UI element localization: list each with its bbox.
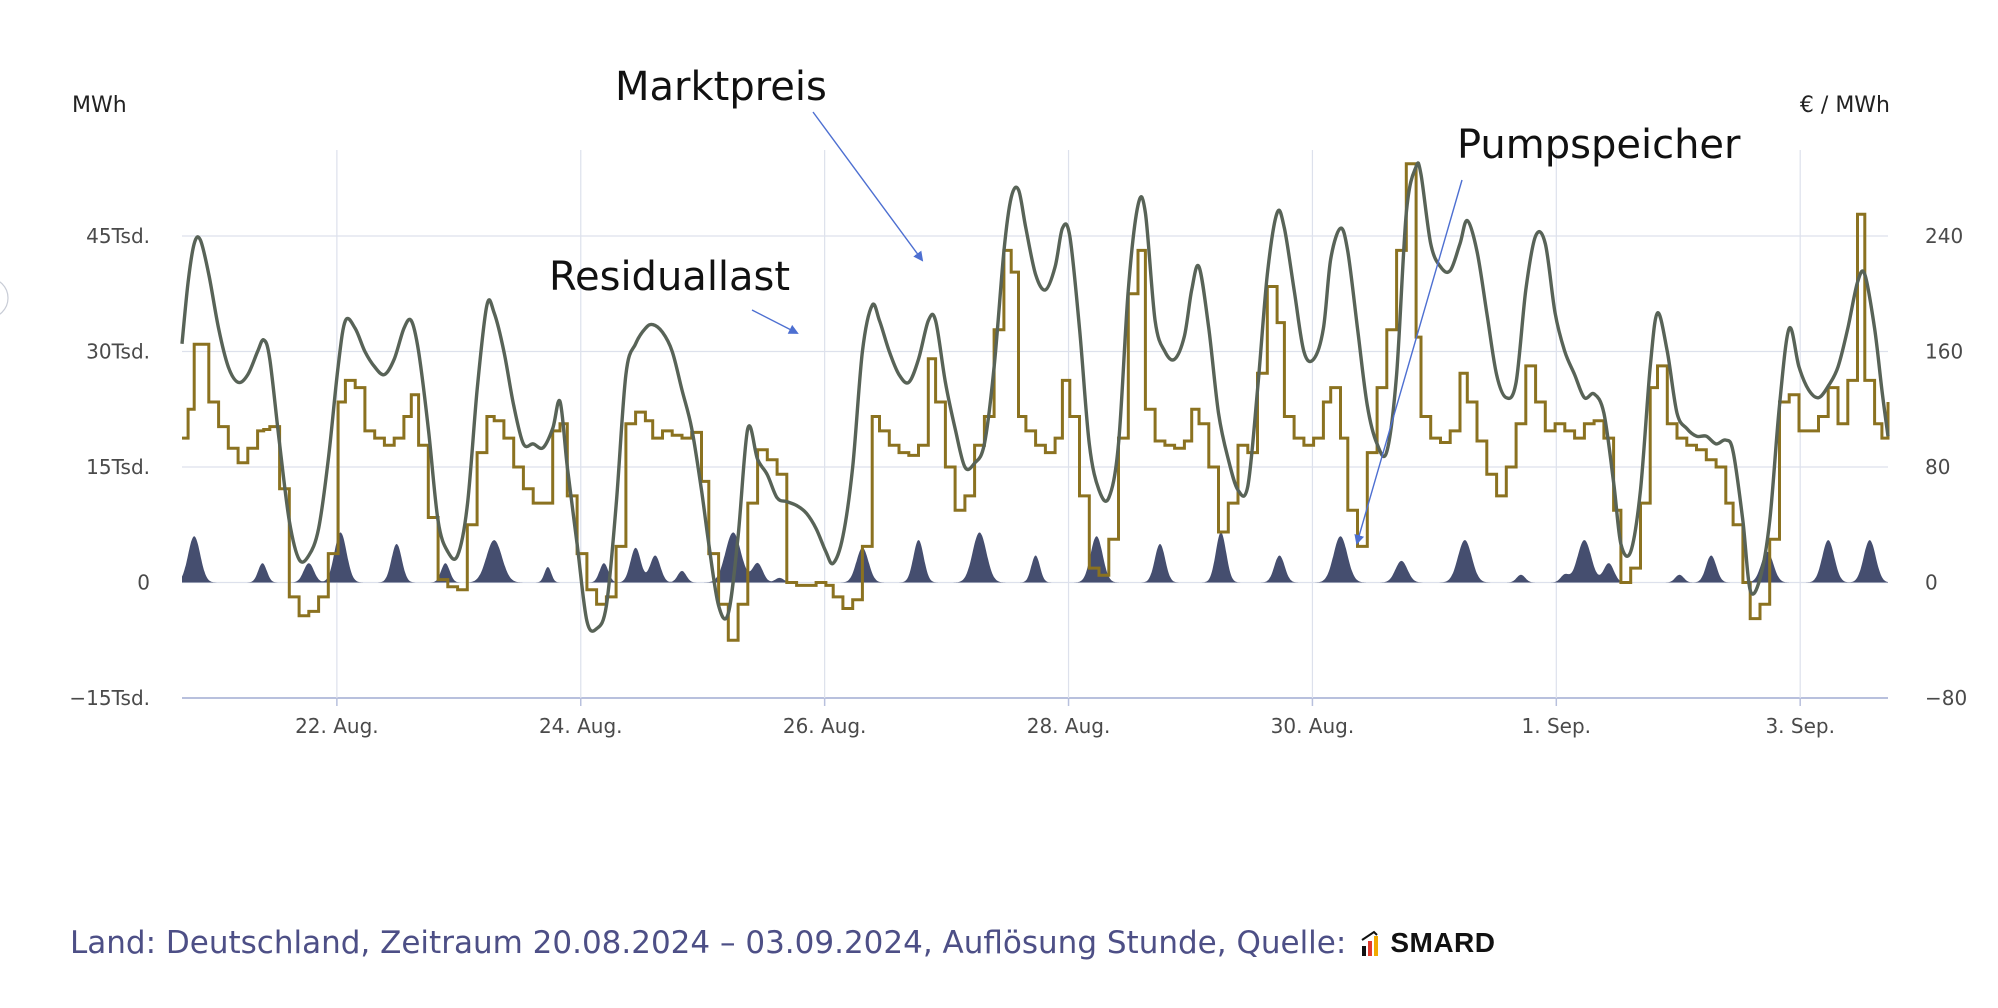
x-tick-label: 28. Aug. bbox=[1027, 714, 1111, 738]
y-right-tick-label: 0 bbox=[1925, 571, 1938, 595]
x-tick-label: 22. Aug. bbox=[295, 714, 379, 738]
series-layer bbox=[180, 161, 1890, 642]
x-tick-label: 26. Aug. bbox=[783, 714, 867, 738]
footer: Land: Deutschland, Zeitraum 20.08.2024 –… bbox=[70, 925, 1496, 961]
pumpspeicher-arrow bbox=[1354, 179, 1463, 545]
left-axis-unit: MWh bbox=[72, 93, 127, 118]
annotation-marktpreis: Marktpreis bbox=[615, 64, 827, 110]
x-tick-label: 3. Sep. bbox=[1765, 714, 1835, 738]
x-tick-label: 30. Aug. bbox=[1271, 714, 1355, 738]
grid bbox=[182, 150, 1888, 706]
smard-logo-icon bbox=[1361, 930, 1379, 956]
footer-text: Land: Deutschland, Zeitraum 20.08.2024 –… bbox=[70, 925, 1347, 961]
y-right-tick-label: 240 bbox=[1925, 224, 1963, 248]
y-left-tick-label: 30Tsd. bbox=[86, 340, 150, 364]
axis-labels: 45Tsd. 240 30Tsd. 160 15Tsd. 80 0 0 −15Tsd. −80 22… bbox=[69, 224, 1967, 738]
smard-logo-text: SMARD bbox=[1390, 927, 1496, 958]
series-residuallast-line bbox=[180, 161, 1890, 633]
right-axis-unit: € / MWh bbox=[1800, 93, 1890, 118]
series-marktpreis-line bbox=[182, 162, 1890, 642]
y-left-tick-label: −15Tsd. bbox=[69, 686, 150, 710]
y-left-tick-label: 15Tsd. bbox=[86, 455, 150, 479]
y-right-tick-label: 80 bbox=[1925, 455, 1950, 479]
residuallast-arrow bbox=[751, 309, 799, 334]
x-tick-label: 24. Aug. bbox=[539, 714, 623, 738]
y-right-tick-label: 160 bbox=[1925, 340, 1963, 364]
x-tick-label: 1. Sep. bbox=[1522, 714, 1592, 738]
marktpreis-arrow bbox=[812, 111, 924, 262]
annotation-pumpspeicher: Pumpspeicher bbox=[1457, 122, 1741, 168]
series-pumpspeicher-area bbox=[182, 532, 1888, 583]
side-control-circle[interactable] bbox=[0, 278, 9, 318]
y-left-tick-label: 45Tsd. bbox=[86, 224, 150, 248]
y-left-tick-label: 0 bbox=[137, 571, 150, 595]
chart: 45Tsd. 240 30Tsd. 160 15Tsd. 80 0 0 −15Tsd. −80 22… bbox=[0, 64, 1967, 738]
annotation-residuallast: Residuallast bbox=[549, 254, 790, 300]
smard-logo: SMARD bbox=[1360, 927, 1495, 959]
y-right-tick-label: −80 bbox=[1925, 686, 1967, 710]
